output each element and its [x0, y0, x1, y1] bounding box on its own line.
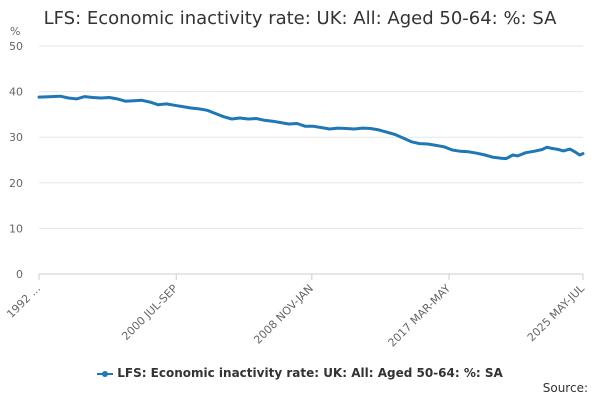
y-tick-label: 30 [9, 131, 23, 144]
data-point[interactable] [549, 146, 552, 150]
data-point[interactable] [263, 119, 266, 122]
data-point[interactable] [545, 146, 549, 149]
data-point[interactable] [336, 126, 340, 130]
x-tick-label: 2008 NOV-JAN [251, 282, 316, 347]
data-point[interactable] [165, 102, 168, 106]
data-point[interactable] [524, 151, 527, 154]
y-axis-unit-label: % [10, 25, 20, 38]
data-point[interactable] [238, 116, 242, 120]
data-point[interactable] [148, 100, 152, 104]
x-tick-label: 2025 MAY-JUL [525, 281, 588, 344]
data-point[interactable] [385, 131, 389, 134]
data-point[interactable] [562, 149, 565, 153]
data-point[interactable] [434, 144, 438, 147]
y-tick-label: 10 [9, 222, 23, 235]
data-point[interactable] [557, 148, 560, 151]
data-point[interactable] [532, 150, 536, 153]
data-point[interactable] [59, 95, 62, 98]
data-point[interactable] [442, 145, 446, 148]
data-point[interactable] [492, 156, 495, 159]
legend[interactable]: LFS: Economic inactivity rate: UK: All: … [0, 366, 600, 380]
data-point[interactable] [402, 136, 405, 140]
data-point[interactable] [230, 117, 233, 121]
legend-swatch [97, 369, 114, 379]
data-point[interactable] [505, 157, 508, 160]
x-tick-label: 2017 MAR-MAY [386, 282, 454, 350]
data-point[interactable] [568, 147, 572, 151]
data-point[interactable] [328, 127, 331, 131]
data-point[interactable] [451, 148, 454, 152]
data-point[interactable] [320, 126, 323, 129]
data-point[interactable] [140, 99, 144, 102]
data-point[interactable] [304, 125, 307, 128]
data-point[interactable] [279, 121, 282, 124]
data-point[interactable] [287, 122, 291, 126]
data-point[interactable] [197, 107, 201, 111]
y-axis-ticks: 0 10 20 30 40 50 [9, 40, 23, 281]
data-point[interactable] [369, 127, 372, 130]
data-point[interactable] [467, 150, 470, 153]
data-point[interactable] [83, 95, 86, 98]
data-point[interactable] [246, 117, 250, 121]
data-point[interactable] [214, 112, 217, 115]
data-point[interactable] [116, 97, 119, 101]
data-point[interactable] [344, 127, 348, 130]
data-point[interactable] [157, 103, 160, 107]
data-point[interactable] [361, 126, 364, 130]
data-point[interactable] [67, 96, 70, 100]
data-point[interactable] [475, 152, 478, 155]
data-point[interactable] [189, 106, 193, 110]
x-tick-label: 1992 ... [4, 282, 43, 321]
y-tick-label: 40 [9, 86, 23, 99]
data-point[interactable] [353, 127, 356, 131]
data-point[interactable] [426, 142, 429, 146]
data-point[interactable] [511, 153, 514, 157]
data-point[interactable] [578, 153, 581, 157]
data-point[interactable] [181, 105, 184, 108]
data-point[interactable] [418, 142, 421, 145]
y-tick-label: 20 [9, 177, 23, 190]
data-point[interactable] [75, 97, 78, 101]
data-point[interactable] [37, 95, 41, 99]
data-point[interactable] [255, 117, 258, 120]
series-layer [37, 94, 585, 161]
series-line[interactable] [37, 94, 585, 161]
data-point[interactable] [500, 157, 503, 160]
data-point[interactable] [295, 122, 299, 125]
data-point[interactable] [312, 125, 315, 128]
data-point[interactable] [459, 150, 462, 153]
data-point[interactable] [271, 120, 274, 123]
x-tick-label: 2000 JUL-SEP [119, 282, 180, 343]
source-label: Source: [542, 381, 588, 395]
data-point[interactable] [99, 96, 103, 100]
data-point[interactable] [393, 133, 397, 136]
data-point[interactable] [124, 100, 127, 103]
data-point[interactable] [541, 148, 544, 151]
data-point[interactable] [516, 154, 519, 158]
data-point[interactable] [581, 152, 585, 155]
data-point[interactable] [206, 109, 209, 112]
data-point[interactable] [222, 115, 225, 118]
data-point[interactable] [91, 96, 95, 99]
data-point[interactable] [377, 128, 380, 132]
grid-lines [39, 45, 583, 229]
y-tick-label: 50 [9, 40, 23, 53]
chart-title: LFS: Economic inactivity rate: UK: All: … [43, 8, 557, 29]
data-point[interactable] [573, 150, 576, 153]
data-point[interactable] [132, 99, 135, 102]
data-point[interactable] [410, 140, 413, 143]
data-point[interactable] [50, 95, 54, 98]
data-point[interactable] [483, 153, 487, 157]
data-point[interactable] [108, 96, 111, 99]
data-point[interactable] [173, 104, 176, 107]
y-tick-label: 0 [16, 268, 23, 281]
legend-label: LFS: Economic inactivity rate: UK: All: … [117, 366, 503, 380]
legend-swatch-dot [102, 370, 109, 377]
x-axis-ticks: 1992 ... 2000 JUL-SEP 2008 NOV-JAN 2017 MAR… [4, 274, 588, 350]
